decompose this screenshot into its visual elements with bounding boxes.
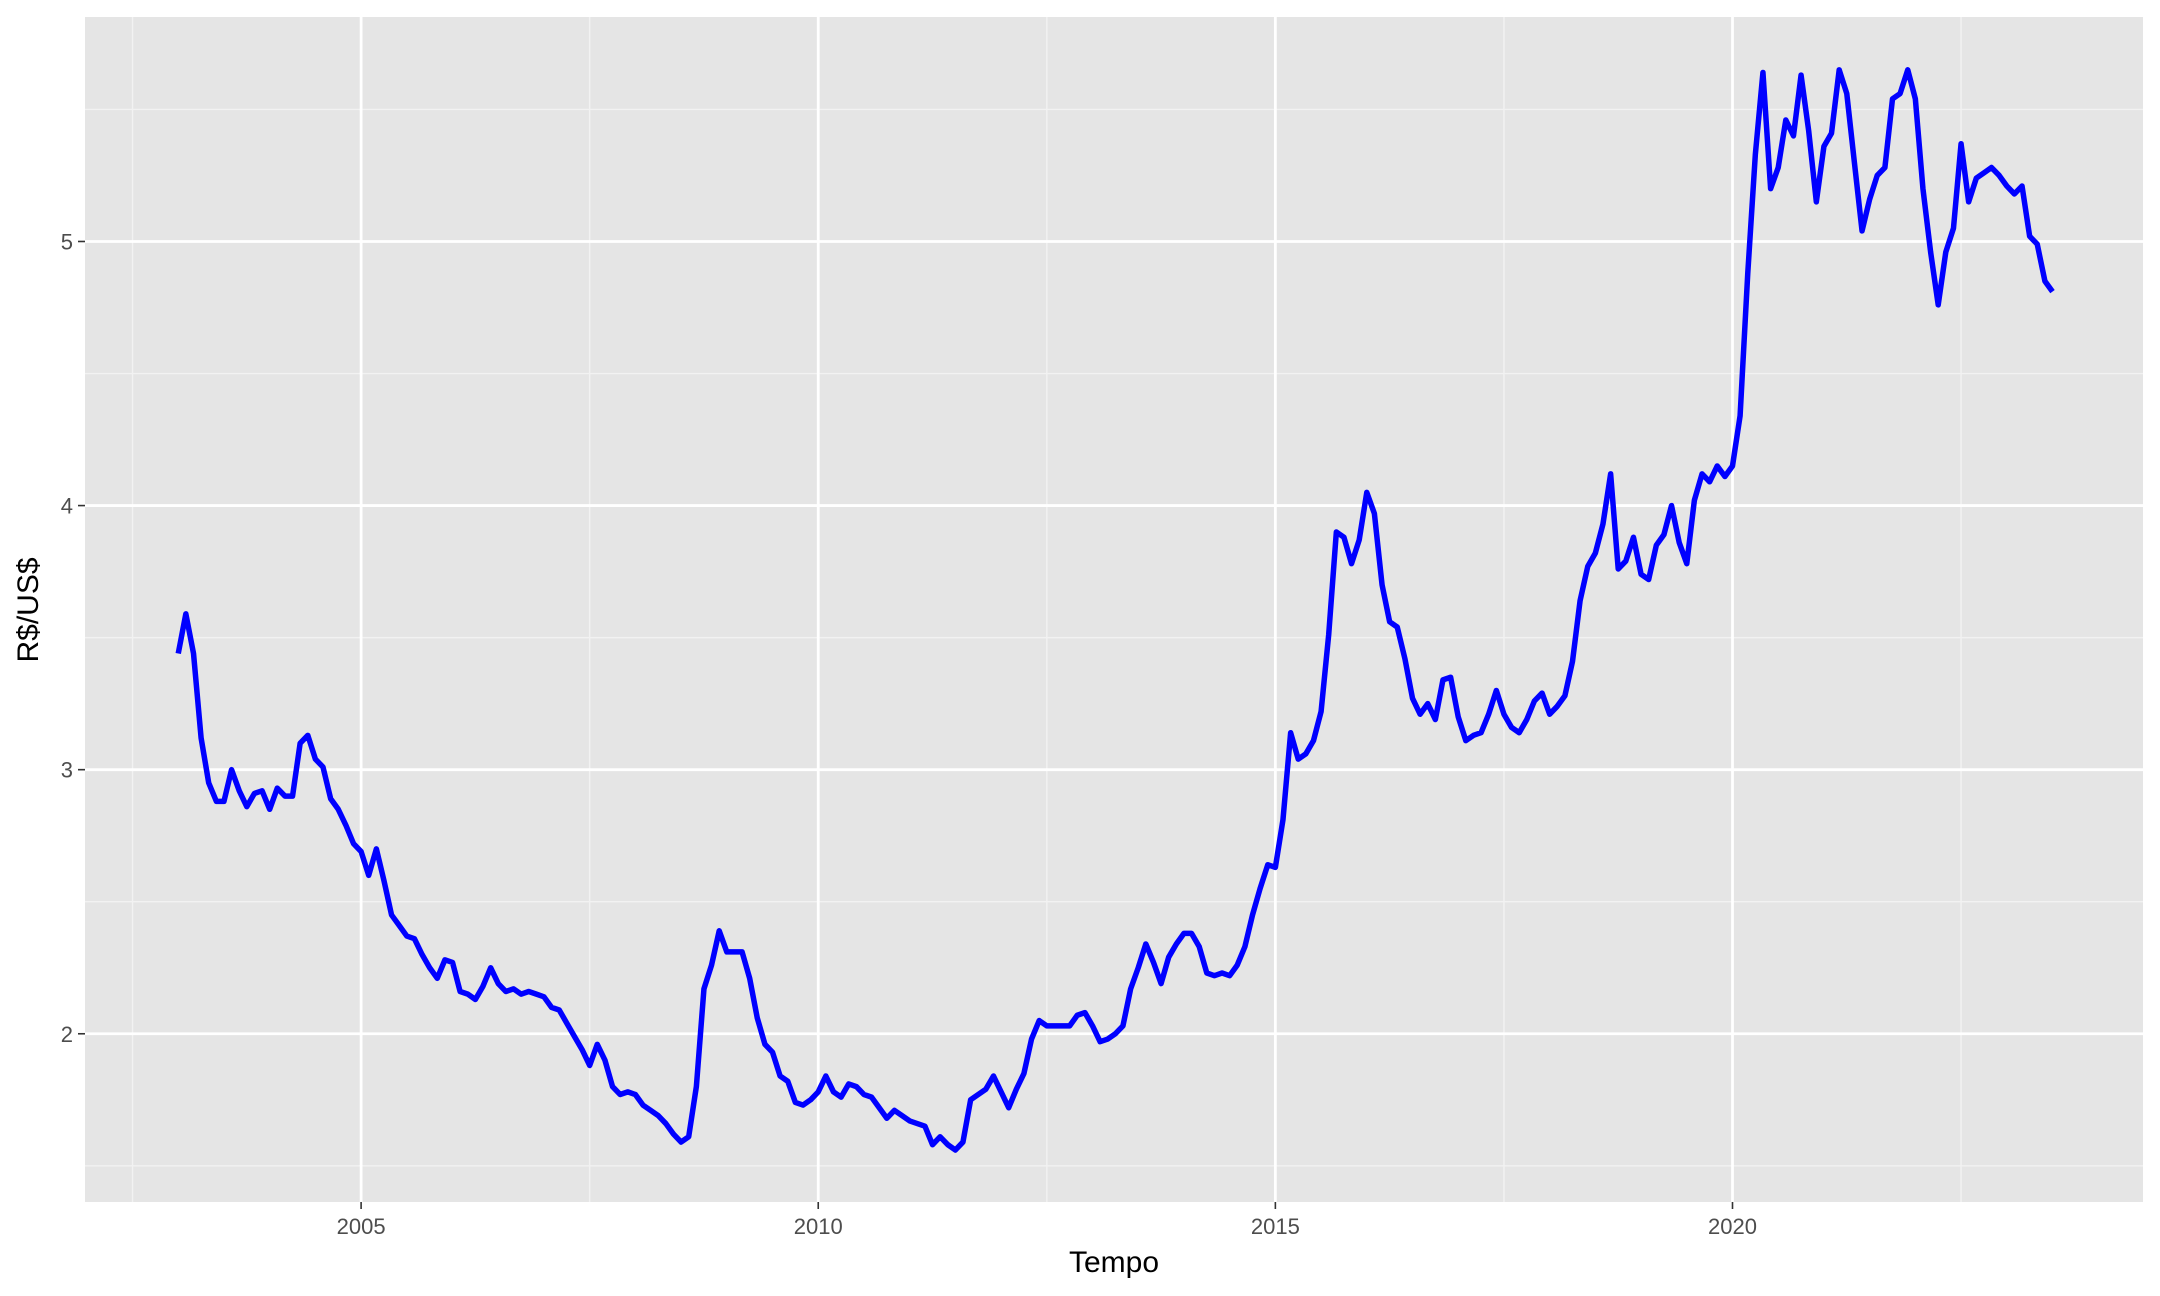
x-tick-label: 2020	[1708, 1214, 1757, 1239]
y-axis-title: R$/US$	[12, 557, 45, 662]
axes: 2 3 4 5 2005 2010 2015 2020	[61, 229, 1757, 1239]
y-tick-label: 2	[61, 1022, 73, 1047]
y-tick-label: 5	[61, 229, 73, 254]
x-axis-title: Tempo	[1069, 1246, 1159, 1279]
panel	[85, 17, 2143, 1202]
x-tick-label: 2015	[1251, 1214, 1300, 1239]
plot-area	[175, 67, 2055, 1153]
x-tick-label: 2005	[337, 1214, 386, 1239]
x-tick-label: 2010	[794, 1214, 843, 1239]
y-tick-label: 4	[61, 494, 73, 519]
grid	[85, 17, 2143, 1202]
series-line	[175, 67, 2055, 1153]
y-tick-label: 3	[61, 758, 73, 783]
